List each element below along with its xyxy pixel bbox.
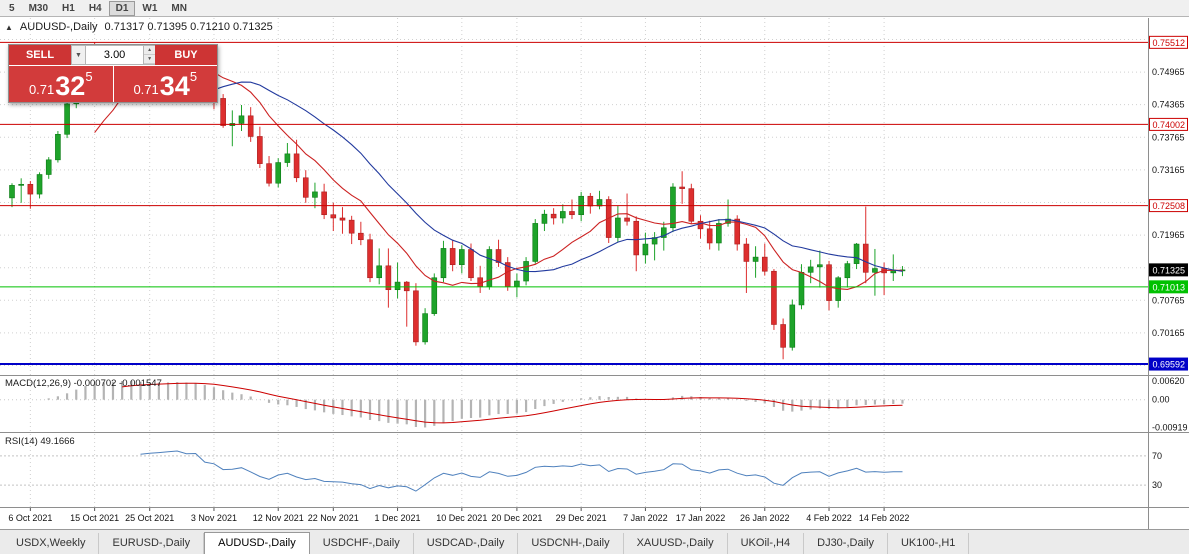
svg-text:20 Dec 2021: 20 Dec 2021 (491, 513, 542, 523)
price-axis[interactable]: 0.74965 0.74365 0.73765 0.73165 0.71965 0.707… (1149, 35, 1188, 490)
macd-indicator-label: MACD(12,26,9) -0.000702 -0.001547 (5, 378, 162, 389)
timeframe-h1-button[interactable]: H1 (55, 1, 82, 16)
svg-text:17 Jan 2022: 17 Jan 2022 (676, 513, 726, 523)
svg-text:0.72508: 0.72508 (1153, 201, 1186, 211)
svg-text:6 Oct 2021: 6 Oct 2021 (8, 513, 52, 523)
svg-text:30: 30 (1152, 480, 1162, 490)
svg-text:29 Dec 2021: 29 Dec 2021 (556, 513, 607, 523)
rsi-line (140, 450, 903, 492)
sell-price-big-digits: 32 (55, 71, 86, 102)
symbol-name: AUDUSD-,Daily (19, 21, 98, 33)
svg-text:0.71013: 0.71013 (1153, 282, 1186, 292)
sell-price[interactable]: 0.71 32 5 (9, 66, 113, 102)
tab-usdchf-daily[interactable]: USDCHF-,Daily (310, 533, 414, 554)
sell-price-prefix: 0.71 (28, 82, 55, 97)
timeframe-m30-button[interactable]: M30 (22, 1, 55, 16)
price-marker-box (1149, 199, 1188, 213)
tab-dj30-daily[interactable]: DJ30-,Daily (804, 533, 888, 554)
volume-input[interactable] (86, 46, 144, 64)
svg-text:0.73165: 0.73165 (1152, 165, 1185, 175)
timeframe-mn-button[interactable]: MN (164, 1, 194, 16)
svg-text:22 Nov 2021: 22 Nov 2021 (308, 513, 359, 523)
timeframe-h4-button[interactable]: H4 (82, 1, 109, 16)
tab-usdcnh-daily[interactable]: USDCNH-,Daily (518, 533, 624, 554)
svg-text:0.74002: 0.74002 (1153, 120, 1186, 130)
buy-price-big-digits: 34 (159, 71, 190, 102)
svg-text:0.71325: 0.71325 (1153, 265, 1186, 275)
price-marker-box (1149, 35, 1188, 49)
sell-price-pipette: 5 (85, 69, 93, 84)
svg-text:0.00620: 0.00620 (1152, 376, 1185, 386)
price-marker-box (1149, 280, 1188, 294)
svg-text:0.71965: 0.71965 (1152, 230, 1185, 240)
chart-area[interactable]: 0.74965 0.74365 0.73765 0.73165 0.71965 0.707… (0, 18, 1189, 529)
volume-stepper: ▲ ▼ (143, 46, 155, 64)
price-marker-box (1149, 117, 1188, 131)
price-marker-box (1149, 357, 1188, 371)
svg-text:15 Oct 2021: 15 Oct 2021 (70, 513, 119, 523)
tab-usdcad-daily[interactable]: USDCAD-,Daily (414, 533, 519, 554)
tab-ukoil-h4[interactable]: UKOil-,H4 (728, 533, 805, 554)
svg-text:4 Feb 2022: 4 Feb 2022 (806, 513, 852, 523)
time-axis[interactable]: 6 Oct 2021 15 Oct 2021 25 Oct 2021 3 Nov 20… (8, 508, 909, 523)
svg-text:0.74965: 0.74965 (1152, 67, 1185, 77)
macd-signal-line (122, 382, 903, 424)
tab-xauusd-daily[interactable]: XAUUSD-,Daily (624, 533, 728, 554)
volume-dropdown-button[interactable]: ▼ (71, 45, 86, 65)
svg-text:0.70165: 0.70165 (1152, 328, 1185, 338)
volume-increase-button[interactable]: ▲ (144, 46, 155, 55)
svg-text:0.69592: 0.69592 (1153, 360, 1186, 370)
tab-uk100-h1[interactable]: UK100-,H1 (888, 533, 970, 554)
volume-field: ▲ ▼ (86, 45, 155, 65)
volume-decrease-button[interactable]: ▼ (144, 55, 155, 64)
symbol-marker-icon: ▲ (5, 22, 13, 32)
chart-canvas[interactable]: 0.74965 0.74365 0.73765 0.73165 0.71965 0.707… (0, 18, 1189, 529)
svg-text:12 Nov 2021: 12 Nov 2021 (253, 513, 304, 523)
timeframe-m5-button[interactable]: 5 (2, 1, 22, 16)
buy-button[interactable]: BUY (155, 45, 217, 65)
svg-text:10 Dec 2021: 10 Dec 2021 (436, 513, 487, 523)
moving-average-21 (195, 81, 903, 273)
svg-text:1 Dec 2021: 1 Dec 2021 (375, 513, 421, 523)
timeframe-d1-button[interactable]: D1 (108, 0, 136, 16)
timeframe-toolbar: 5 M30 H1 H4 D1 W1 MN (0, 0, 1189, 17)
svg-text:3 Nov 2021: 3 Nov 2021 (191, 513, 237, 523)
buy-price-pipette: 5 (189, 69, 198, 84)
price-marker-box (1149, 263, 1188, 277)
svg-text:26 Jan 2022: 26 Jan 2022 (740, 513, 790, 523)
timeframe-w1-button[interactable]: W1 (135, 1, 164, 16)
svg-text:7 Jan 2022: 7 Jan 2022 (623, 513, 668, 523)
svg-text:-0.00919: -0.00919 (1152, 423, 1188, 433)
rsi-indicator-label: RSI(14) 49.1666 (5, 436, 75, 447)
svg-text:70: 70 (1152, 451, 1162, 461)
moving-average-10 (94, 67, 903, 290)
svg-text:25 Oct 2021: 25 Oct 2021 (125, 513, 174, 523)
macd-histogram (47, 381, 904, 428)
tab-audusd-daily[interactable]: AUDUSD-,Daily (204, 532, 310, 554)
chart-background (0, 18, 1189, 529)
svg-text:0.74365: 0.74365 (1152, 100, 1185, 110)
chevron-down-icon: ▼ (75, 51, 82, 59)
chart-tab-bar: USDX,Weekly EURUSD-,Daily AUDUSD-,Daily … (0, 529, 1189, 554)
svg-text:14 Feb 2022: 14 Feb 2022 (859, 513, 910, 523)
tab-eurusd-daily[interactable]: EURUSD-,Daily (99, 533, 205, 554)
svg-text:0.00: 0.00 (1152, 395, 1170, 405)
sell-button[interactable]: SELL (9, 45, 71, 65)
svg-text:0.70765: 0.70765 (1152, 295, 1185, 305)
svg-text:0.75512: 0.75512 (1153, 38, 1186, 48)
tab-usdx-weekly[interactable]: USDX,Weekly (3, 533, 100, 554)
chart-symbol-label: ▲ AUDUSD-,Daily 0.71317 0.71395 0.71210 … (5, 21, 273, 33)
buy-price-prefix: 0.71 (133, 82, 159, 97)
symbol-ohlc-values: 0.71317 0.71395 0.71210 0.71325 (104, 21, 273, 33)
horizontal-level-lines[interactable] (0, 41, 1148, 366)
buy-price[interactable]: 0.71 34 5 (113, 66, 217, 102)
svg-text:0.73765: 0.73765 (1152, 132, 1185, 142)
candles-layer (9, 42, 906, 360)
